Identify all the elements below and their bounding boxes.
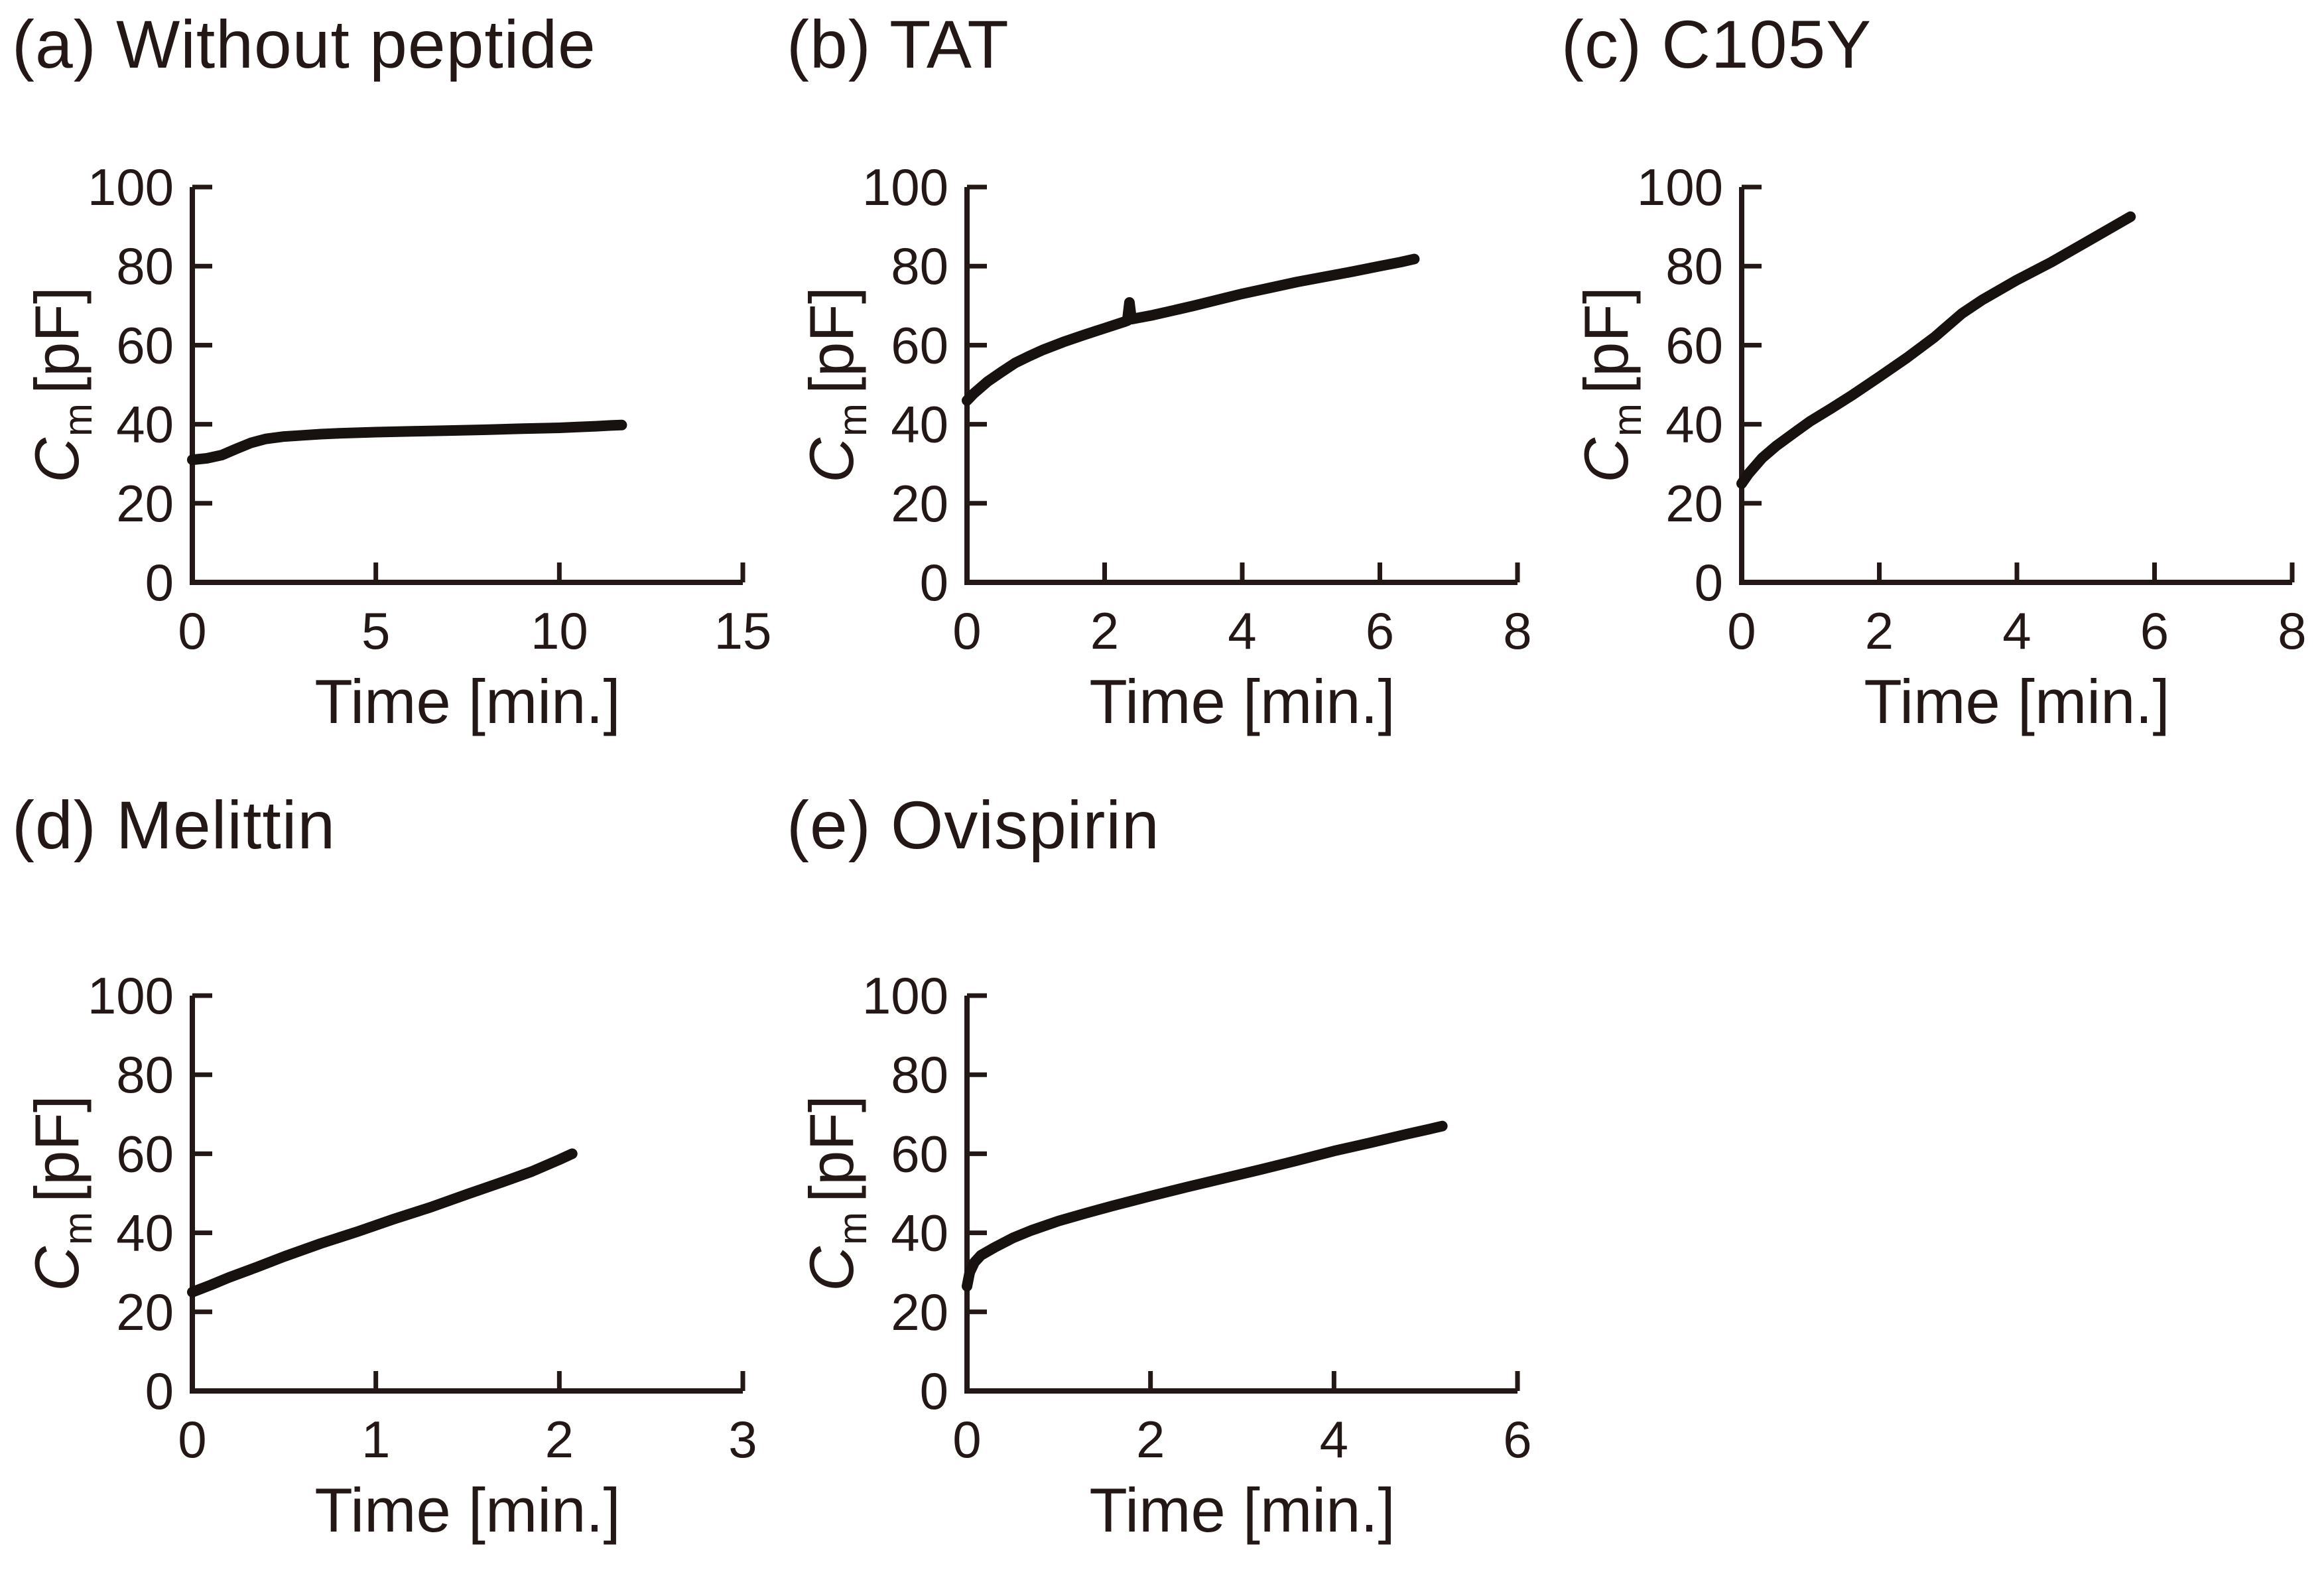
panel-d-melittin: (d) Melittin 0 20 40 60 80 100 0 1 2 3 Time [min.]… xyxy=(0,789,775,1578)
axes-frame xyxy=(190,187,743,585)
y-tick-label: 40 xyxy=(116,1204,174,1262)
x-tick-label: 3 xyxy=(728,1410,757,1469)
y-tick-label: 20 xyxy=(1665,474,1723,533)
panel-d-chart: 0 20 40 60 80 100 0 1 2 3 Time [min.] Cm[pF] xyxy=(22,966,757,1545)
panel-e-chart: 0 20 40 60 80 100 0 2 4 6 Time [min.] Cm[pF] xyxy=(797,966,1532,1545)
y-tick-label: 20 xyxy=(116,1283,174,1341)
data-curve xyxy=(187,1148,578,1297)
x-tick-label: 0 xyxy=(952,1410,981,1469)
x-tick-label: 2 xyxy=(1090,602,1119,660)
x-tick-label: 2 xyxy=(545,1410,574,1469)
data-curve xyxy=(962,253,1420,406)
x-tick-label: 8 xyxy=(2278,602,2306,660)
panel-c-chart: 0 20 40 60 80 100 0 2 4 6 8 Time [min.] Cm[pF] xyxy=(1571,158,2307,736)
y-tick-label: 0 xyxy=(920,1362,948,1420)
x-tick-label: 6 xyxy=(1366,602,1394,660)
y-tick-label: 60 xyxy=(891,1124,948,1183)
y-tick-label: 0 xyxy=(920,553,948,612)
panel-c-title: (c) C105Y xyxy=(1561,7,1872,82)
y-tick-label: 80 xyxy=(116,1045,174,1104)
y-tick-label: 0 xyxy=(145,553,174,612)
y-tick-label: 0 xyxy=(1695,553,1723,612)
y-tick-label: 80 xyxy=(891,1045,948,1104)
x-tick-label: 0 xyxy=(178,602,206,660)
y-tick-label: 40 xyxy=(1665,395,1723,454)
y-axis-label: Cm[pF] xyxy=(797,287,875,483)
x-axis-label: Time [min.] xyxy=(1089,667,1395,736)
x-axis-label: Time [min.] xyxy=(314,667,620,736)
y-tick-label: 80 xyxy=(891,237,948,295)
figure-canvas: { "shared": { "ink_color": "#231815", "c… xyxy=(0,0,2324,1545)
y-tick-label: 60 xyxy=(116,1124,174,1183)
axes-frame xyxy=(964,187,1517,585)
panel-c-c105y: (c) C105Y 0 20 40 60 80 100 0 2 4 6 8 Time [min.] Cm… xyxy=(1549,0,2324,769)
y-tick-label: 40 xyxy=(891,395,948,454)
panel-b-tat: (b) TAT 0 20 40 60 80 100 0 2 4 6 8 Time [min.] Cm[p… xyxy=(775,0,1549,769)
y-tick-label: 80 xyxy=(116,237,174,295)
panel-a-without-peptide: (a) Without peptide 0 20 40 60 80 100 0 5 10 15 Ti… xyxy=(0,0,775,769)
data-curve xyxy=(1736,211,2136,489)
y-axis-label: Cm[pF] xyxy=(22,287,100,483)
y-tick-label: 20 xyxy=(116,474,174,533)
panel-e-title: (e) Ovispirin xyxy=(787,787,1160,863)
y-tick-label: 100 xyxy=(1637,158,1723,216)
y-tick-label: 60 xyxy=(891,316,948,374)
x-tick-label: 2 xyxy=(1865,602,1894,660)
y-tick-label: 100 xyxy=(88,966,174,1025)
x-tick-label: 6 xyxy=(1503,1410,1531,1469)
y-axis-label: Cm[pF] xyxy=(22,1095,100,1291)
panel-a-title: (a) Without peptide xyxy=(12,7,596,82)
x-axis-label: Time [min.] xyxy=(314,1475,620,1545)
x-tick-label: 15 xyxy=(714,602,772,660)
y-tick-label: 20 xyxy=(891,1283,948,1341)
y-axis-label: Cm[pF] xyxy=(797,1095,875,1291)
x-tick-label: 8 xyxy=(1503,602,1531,660)
x-axis-label: Time [min.] xyxy=(1089,1475,1395,1545)
panel-e-ovispirin: (e) Ovispirin 0 20 40 60 80 100 0 2 4 6 Time [min.… xyxy=(775,789,1549,1578)
data-curve xyxy=(962,1120,1448,1292)
axes-frame xyxy=(964,996,1517,1394)
x-tick-label: 4 xyxy=(2002,602,2031,660)
y-tick-label: 60 xyxy=(116,316,174,374)
data-curve xyxy=(187,419,627,466)
y-tick-label: 100 xyxy=(88,158,174,216)
panel-b-chart: 0 20 40 60 80 100 0 2 4 6 8 Time [min.] Cm[pF] xyxy=(797,158,1532,736)
y-tick-label: 100 xyxy=(862,966,948,1025)
x-axis-label: Time [min.] xyxy=(1864,667,2169,736)
y-tick-label: 100 xyxy=(862,158,948,216)
x-tick-label: 2 xyxy=(1136,1410,1165,1469)
y-tick-label: 40 xyxy=(891,1204,948,1262)
panel-b-title: (b) TAT xyxy=(787,7,1009,82)
x-tick-label: 6 xyxy=(2140,602,2169,660)
axes-frame xyxy=(1739,187,2292,585)
x-tick-label: 1 xyxy=(361,1410,390,1469)
x-tick-label: 0 xyxy=(1727,602,1756,660)
x-tick-label: 5 xyxy=(361,602,390,660)
x-tick-label: 4 xyxy=(1228,602,1256,660)
panel-a-chart: 0 20 40 60 80 100 0 5 10 15 Time [min.] Cm[pF] xyxy=(22,158,772,736)
y-tick-label: 0 xyxy=(145,1362,174,1420)
x-tick-label: 10 xyxy=(531,602,588,660)
x-tick-label: 0 xyxy=(178,1410,206,1469)
x-tick-label: 0 xyxy=(952,602,981,660)
y-tick-label: 20 xyxy=(891,474,948,533)
x-tick-label: 4 xyxy=(1320,1410,1348,1469)
y-tick-label: 80 xyxy=(1665,237,1723,295)
panel-d-title: (d) Melittin xyxy=(12,787,336,863)
y-tick-label: 40 xyxy=(116,395,174,454)
y-tick-label: 60 xyxy=(1665,316,1723,374)
y-axis-label: Cm[pF] xyxy=(1571,287,1649,483)
